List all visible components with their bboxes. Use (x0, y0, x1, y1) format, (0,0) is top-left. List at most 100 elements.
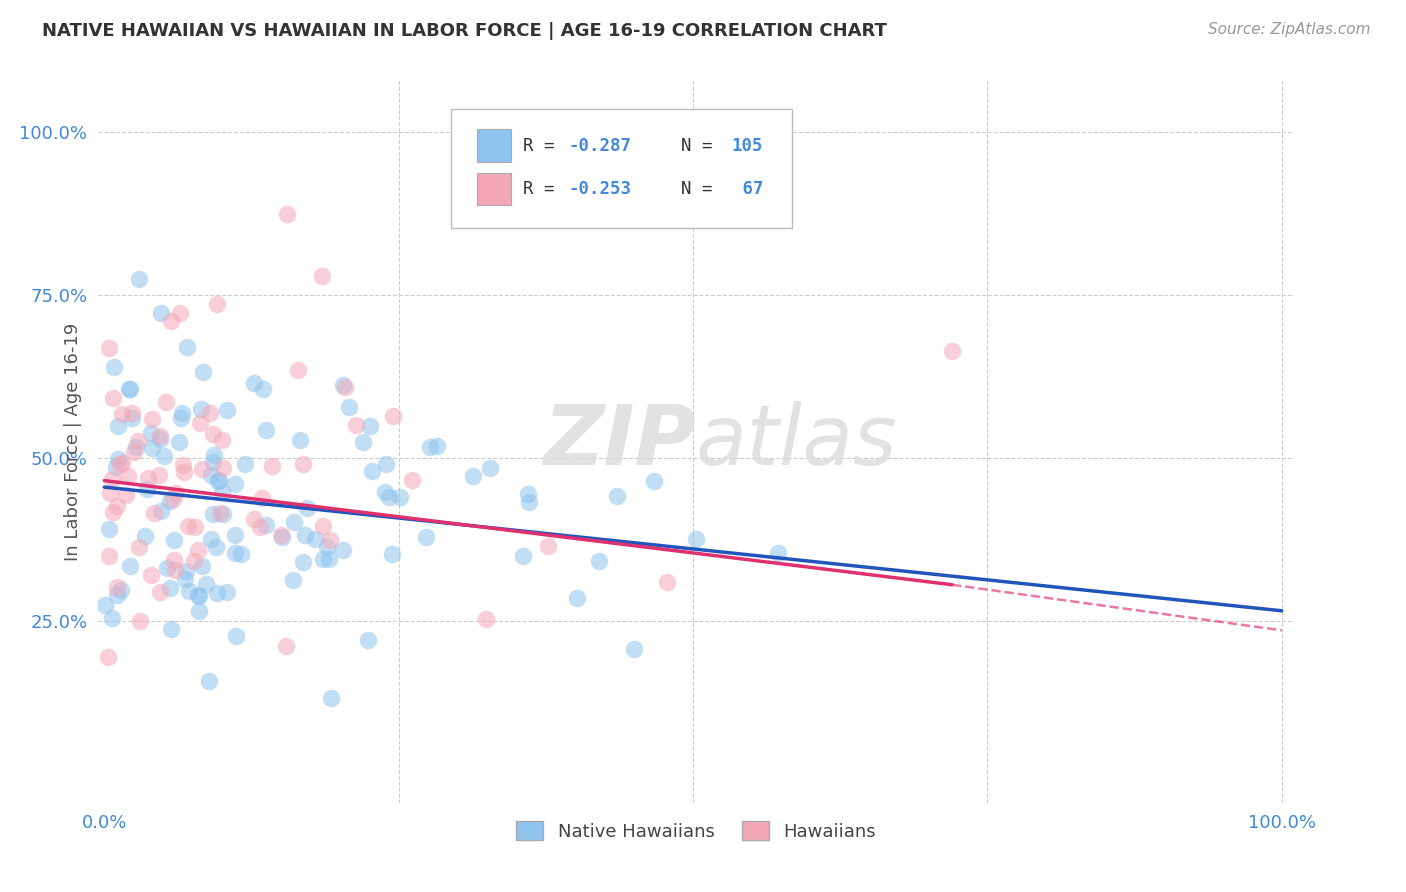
Hawaiians (187, 542, 209, 557)
Native Hawaiians (283, 515, 305, 529)
Native Hawaiians (204, 540, 226, 554)
Native Hawaiians (359, 419, 381, 434)
Native Hawaiians (332, 543, 354, 558)
Native Hawaiians (225, 629, 247, 643)
Hawaiians (108, 458, 131, 472)
Native Hawaiians (304, 532, 326, 546)
Native Hawaiians (565, 591, 588, 605)
Native Hawaiians (191, 558, 214, 573)
Hawaiians (163, 553, 186, 567)
Native Hawaiians (374, 457, 396, 471)
Native Hawaiians (170, 410, 193, 425)
Hawaiians (165, 563, 187, 577)
Native Hawaiians (360, 464, 382, 478)
Hawaiians (401, 473, 423, 487)
Hawaiians (205, 297, 228, 311)
Text: Source: ZipAtlas.com: Source: ZipAtlas.com (1208, 22, 1371, 37)
Native Hawaiians (332, 377, 354, 392)
Native Hawaiians (118, 559, 141, 574)
Native Hawaiians (159, 494, 181, 508)
Hawaiians (249, 519, 271, 533)
Native Hawaiians (128, 272, 150, 286)
Text: N =: N = (661, 180, 723, 198)
Hawaiians (260, 459, 283, 474)
Native Hawaiians (224, 546, 246, 560)
Hawaiians (97, 341, 120, 355)
Native Hawaiians (202, 455, 225, 469)
Hawaiians (100, 485, 122, 500)
Native Hawaiians (110, 582, 132, 597)
Hawaiians (111, 456, 134, 470)
Hawaiians (287, 363, 309, 377)
Native Hawaiians (125, 440, 148, 454)
Native Hawaiians (103, 360, 125, 375)
Hawaiians (655, 574, 678, 589)
Native Hawaiians (121, 410, 143, 425)
Native Hawaiians (135, 482, 157, 496)
Hawaiians (276, 207, 298, 221)
Hawaiians (172, 458, 194, 472)
Native Hawaiians (768, 546, 790, 560)
Hawaiians (101, 392, 124, 406)
Native Hawaiians (254, 423, 277, 437)
Hawaiians (319, 533, 342, 548)
Native Hawaiians (150, 504, 173, 518)
Native Hawaiians (516, 486, 538, 500)
Hawaiians (202, 427, 225, 442)
Native Hawaiians (195, 577, 218, 591)
Hawaiians (141, 412, 163, 426)
Native Hawaiians (159, 582, 181, 596)
Native Hawaiians (162, 533, 184, 547)
Hawaiians (270, 528, 292, 542)
Native Hawaiians (188, 604, 211, 618)
Hawaiians (276, 639, 298, 653)
Native Hawaiians (172, 406, 194, 420)
Native Hawaiians (120, 382, 142, 396)
Native Hawaiians (381, 547, 404, 561)
Native Hawaiians (291, 555, 314, 569)
Native Hawaiians (271, 530, 294, 544)
Hawaiians (111, 407, 134, 421)
Text: R =: R = (523, 136, 565, 154)
Native Hawaiians (224, 528, 246, 542)
Hawaiians (148, 467, 170, 482)
Native Hawaiians (207, 474, 229, 488)
Hawaiians (136, 471, 159, 485)
Native Hawaiians (215, 585, 238, 599)
Native Hawaiians (173, 572, 195, 586)
Native Hawaiians (105, 588, 128, 602)
Native Hawaiians (415, 531, 437, 545)
Hawaiians (188, 416, 211, 430)
Hawaiians (183, 554, 205, 568)
Native Hawaiians (148, 432, 170, 446)
Hawaiians (312, 519, 335, 533)
Native Hawaiians (357, 632, 380, 647)
Native Hawaiians (217, 402, 239, 417)
Native Hawaiians (188, 589, 211, 603)
Native Hawaiians (318, 551, 340, 566)
Native Hawaiians (208, 474, 231, 488)
Text: R =: R = (523, 180, 565, 198)
Hawaiians (149, 585, 172, 599)
Native Hawaiians (426, 439, 449, 453)
Native Hawaiians (252, 382, 274, 396)
Native Hawaiians (685, 532, 707, 546)
Text: NATIVE HAWAIIAN VS HAWAIIAN IN LABOR FORCE | AGE 16-19 CORRELATION CHART: NATIVE HAWAIIAN VS HAWAIIAN IN LABOR FOR… (42, 22, 887, 40)
Native Hawaiians (107, 419, 129, 434)
Bar (477, 173, 510, 205)
Native Hawaiians (211, 484, 233, 499)
Native Hawaiians (254, 517, 277, 532)
Native Hawaiians (352, 434, 374, 449)
Native Hawaiians (419, 440, 441, 454)
Hawaiians (475, 613, 498, 627)
Hawaiians (117, 469, 139, 483)
Native Hawaiians (167, 435, 190, 450)
Native Hawaiians (229, 547, 252, 561)
Native Hawaiians (177, 584, 200, 599)
Text: ZIP: ZIP (543, 401, 696, 482)
Native Hawaiians (288, 433, 311, 447)
Native Hawaiians (118, 382, 141, 396)
Text: -0.253: -0.253 (568, 180, 631, 198)
Hawaiians (941, 343, 963, 358)
Native Hawaiians (139, 425, 162, 440)
